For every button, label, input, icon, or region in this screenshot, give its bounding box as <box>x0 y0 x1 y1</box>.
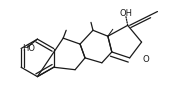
Text: OH: OH <box>119 9 132 18</box>
Text: HO: HO <box>22 44 36 53</box>
Text: O: O <box>142 55 149 64</box>
